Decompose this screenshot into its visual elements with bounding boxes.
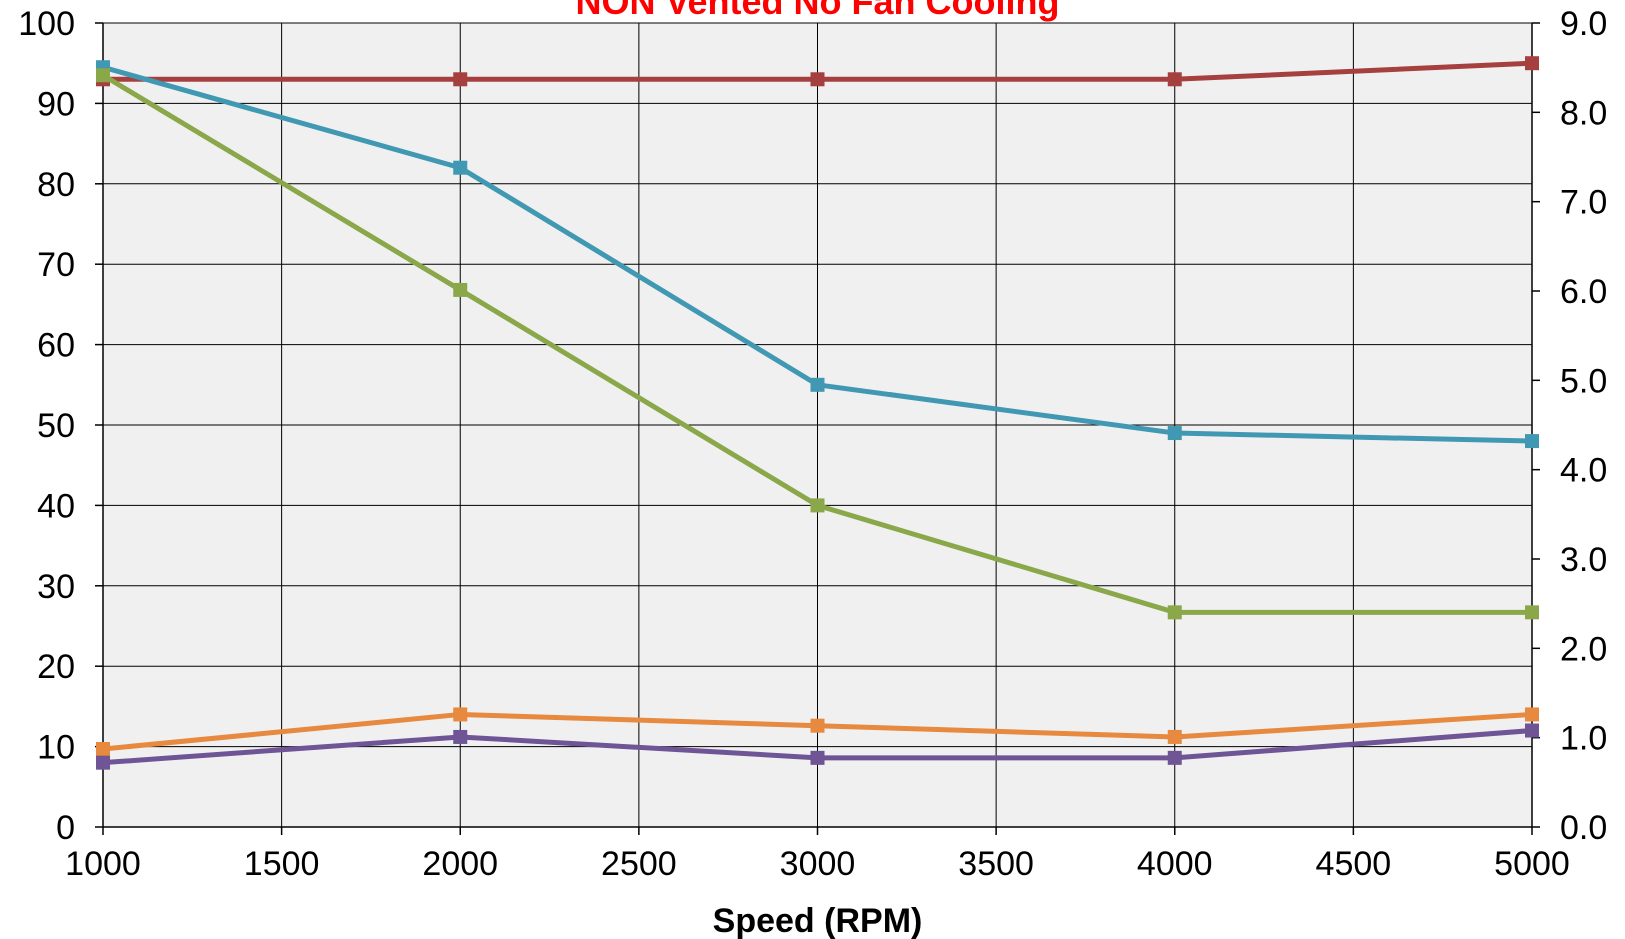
- y2-tick-label: 0.0: [1560, 809, 1607, 847]
- y-tick-label: 100: [18, 5, 75, 43]
- data-point: [1525, 434, 1539, 449]
- data-point: [453, 729, 468, 744]
- y-tick-label: 10: [37, 729, 75, 767]
- data-point: [96, 68, 110, 83]
- y2-tick-label: 8.0: [1560, 94, 1607, 132]
- data-point: [810, 377, 825, 392]
- data-point: [1167, 750, 1182, 765]
- series-layer: [96, 56, 1539, 770]
- y2-tick-label: 5.0: [1560, 362, 1607, 400]
- data-point: [1525, 605, 1539, 620]
- series-1: [96, 56, 1539, 87]
- chart-title: NON Vented No Fan Cooling: [576, 0, 1060, 22]
- y2-tick-label: 4.0: [1560, 452, 1607, 490]
- data-point: [453, 282, 468, 297]
- axes: [95, 22, 1540, 835]
- y-tick-label: 90: [37, 85, 75, 123]
- series-5: [96, 723, 1539, 770]
- x-tick-label: 1000: [65, 845, 141, 883]
- y-tick-label: 50: [37, 407, 75, 445]
- data-point: [1167, 426, 1182, 441]
- x-tick-label: 4500: [1316, 845, 1392, 883]
- x-tick-label: 1500: [244, 845, 320, 883]
- tick-labels: 0 10 20 30 40 50 60 70 80 90 100 0.0 1.0 2.0 3.0 4.0 5.0…: [18, 5, 1607, 883]
- y-tick-label: 60: [37, 327, 75, 365]
- data-point: [453, 72, 468, 87]
- data-point: [1525, 56, 1539, 71]
- series-2: [96, 60, 1539, 449]
- series-4: [96, 707, 1539, 757]
- y-tick-label: 30: [37, 568, 75, 606]
- x-tick-label: 4000: [1137, 845, 1213, 883]
- y2-tick-label: 2.0: [1560, 630, 1607, 668]
- data-point: [96, 742, 110, 757]
- y-tick-label: 70: [37, 246, 75, 284]
- data-point: [453, 160, 468, 175]
- data-point: [1167, 729, 1182, 744]
- data-point: [810, 750, 825, 765]
- data-point: [1167, 605, 1182, 620]
- y-tick-label: 20: [37, 648, 75, 686]
- y2-tick-label: 1.0: [1560, 720, 1607, 758]
- data-point: [810, 498, 825, 513]
- data-point: [810, 718, 825, 733]
- x-tick-label: 5000: [1494, 845, 1570, 883]
- y2-tick-label: 9.0: [1560, 5, 1607, 43]
- x-tick-label: 3000: [780, 845, 856, 883]
- y-tick-label: 80: [37, 166, 75, 204]
- x-tick-label: 3500: [958, 845, 1034, 883]
- data-point: [453, 707, 468, 722]
- y2-tick-label: 7.0: [1560, 184, 1607, 222]
- x-axis-title: Speed (RPM): [713, 902, 923, 939]
- y-tick-label: 40: [37, 487, 75, 525]
- data-point: [1167, 72, 1182, 87]
- y2-tick-label: 3.0: [1560, 541, 1607, 579]
- series-3: [96, 68, 1539, 620]
- y-tick-label: 0: [56, 809, 75, 847]
- data-point: [96, 755, 110, 770]
- data-point: [1525, 707, 1539, 722]
- x-tick-label: 2000: [422, 845, 498, 883]
- y2-tick-label: 6.0: [1560, 273, 1607, 311]
- x-tick-label: 2500: [601, 845, 677, 883]
- data-point: [1525, 723, 1539, 738]
- data-point: [810, 72, 825, 87]
